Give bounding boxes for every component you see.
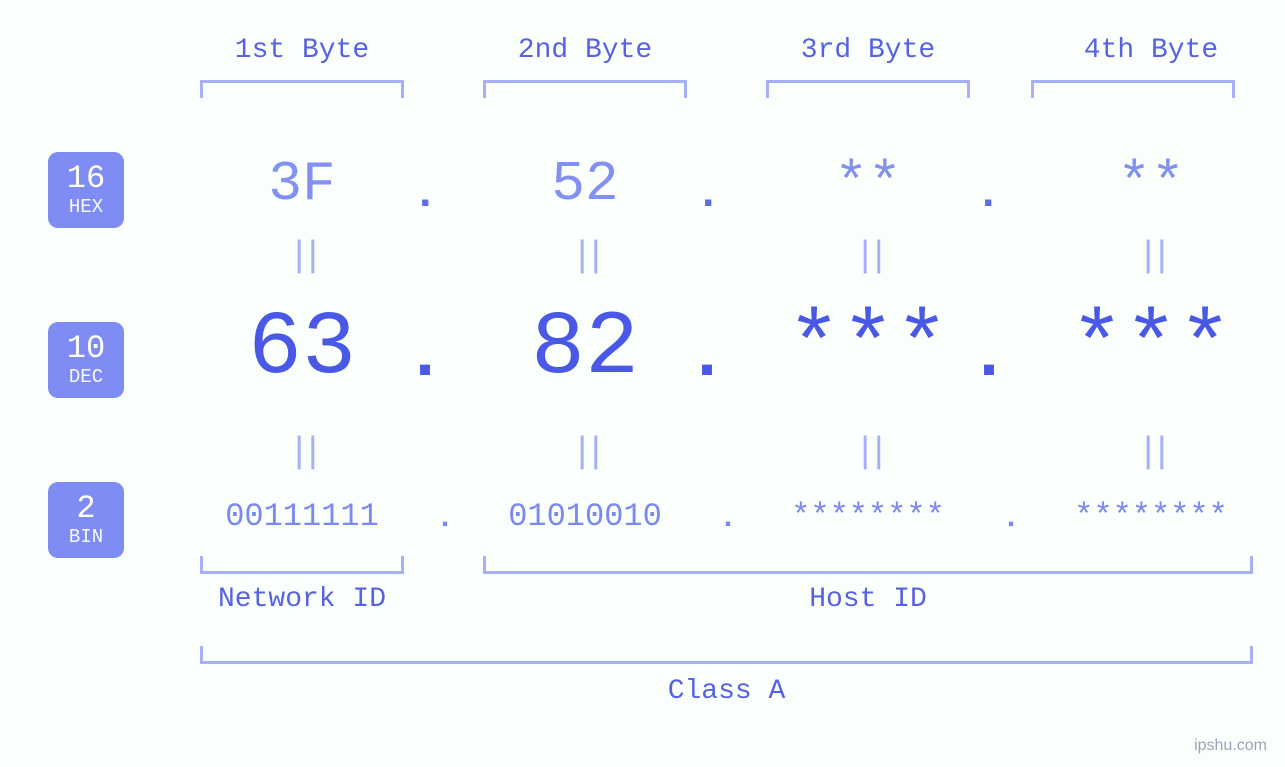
base-num-bin: 2 xyxy=(76,493,95,525)
bin-byte-4: ******** xyxy=(1031,498,1271,535)
dec-byte-4: *** xyxy=(1031,298,1271,400)
eq-1-3: || xyxy=(748,236,988,277)
host-id-bracket xyxy=(483,556,1253,574)
hex-byte-3: ** xyxy=(748,152,988,216)
eq-2-1: || xyxy=(182,432,422,473)
hex-dot-2: . xyxy=(695,170,721,220)
top-bracket-3 xyxy=(766,80,970,98)
byte-header-1: 1st Byte xyxy=(182,35,422,66)
dec-byte-1: 63 xyxy=(182,298,422,400)
hex-dot-1: . xyxy=(412,170,438,220)
dec-byte-2: 82 xyxy=(465,298,705,400)
bin-dot-3: . xyxy=(1002,502,1020,536)
eq-1-4: || xyxy=(1031,236,1271,277)
bin-byte-3: ******** xyxy=(748,498,988,535)
byte-header-3: 3rd Byte xyxy=(748,35,988,66)
watermark: ipshu.com xyxy=(1194,737,1267,755)
bin-dot-2: . xyxy=(719,502,737,536)
hex-byte-2: 52 xyxy=(465,152,705,216)
base-badge-hex: 16 HEX xyxy=(48,152,124,228)
base-label-hex: HEX xyxy=(69,198,103,217)
byte-header-4: 4th Byte xyxy=(1031,35,1271,66)
bin-dot-1: . xyxy=(436,502,454,536)
class-label: Class A xyxy=(182,676,1271,707)
base-badge-dec: 10 DEC xyxy=(48,322,124,398)
eq-2-2: || xyxy=(465,432,705,473)
eq-1-1: || xyxy=(182,236,422,277)
dec-byte-3: *** xyxy=(748,298,988,400)
hex-byte-4: ** xyxy=(1031,152,1271,216)
base-label-dec: DEC xyxy=(69,368,103,387)
eq-2-4: || xyxy=(1031,432,1271,473)
top-bracket-1 xyxy=(200,80,404,98)
dec-dot-2: . xyxy=(686,318,728,397)
base-num-hex: 16 xyxy=(67,163,105,195)
bin-byte-1: 00111111 xyxy=(182,498,422,535)
base-label-bin: BIN xyxy=(69,528,103,547)
class-bracket xyxy=(200,646,1253,664)
host-id-label: Host ID xyxy=(465,584,1271,615)
eq-2-3: || xyxy=(748,432,988,473)
hex-dot-3: . xyxy=(975,170,1001,220)
base-num-dec: 10 xyxy=(67,333,105,365)
top-bracket-2 xyxy=(483,80,687,98)
eq-1-2: || xyxy=(465,236,705,277)
dec-dot-1: . xyxy=(404,318,446,397)
network-id-label: Network ID xyxy=(182,584,422,615)
dec-dot-3: . xyxy=(968,318,1010,397)
byte-header-2: 2nd Byte xyxy=(465,35,705,66)
bin-byte-2: 01010010 xyxy=(465,498,705,535)
hex-byte-1: 3F xyxy=(182,152,422,216)
base-badge-bin: 2 BIN xyxy=(48,482,124,558)
top-bracket-4 xyxy=(1031,80,1235,98)
network-id-bracket xyxy=(200,556,404,574)
